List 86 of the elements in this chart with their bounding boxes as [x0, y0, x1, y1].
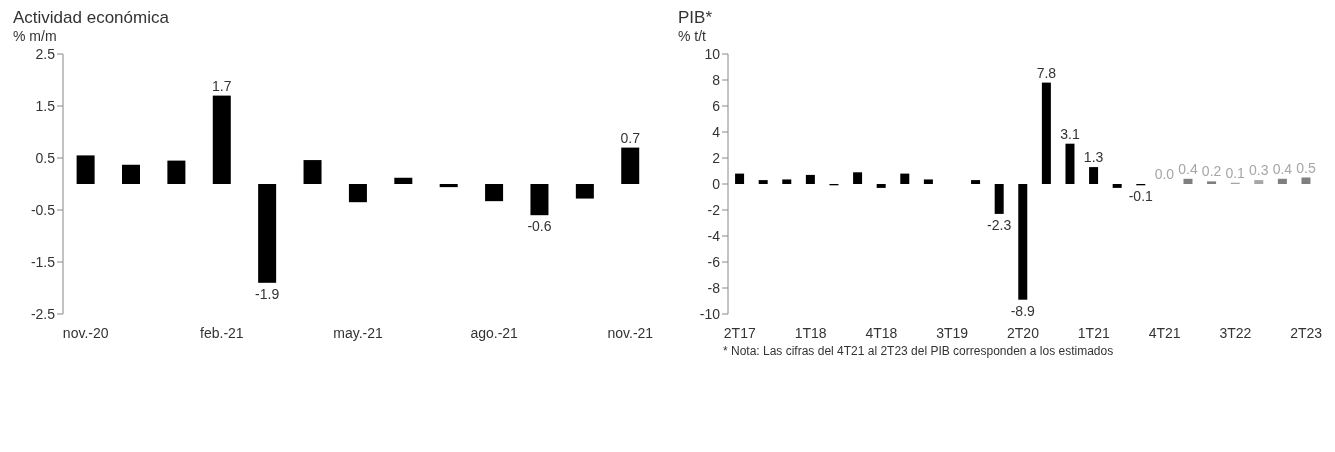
bar [805, 174, 815, 184]
bar [76, 155, 95, 184]
data-label: -0.1 [1128, 188, 1154, 205]
data-label: 0.4 [1272, 160, 1293, 177]
bar [439, 184, 458, 188]
x-tick-label: 4T21 [1148, 324, 1181, 341]
y-tick-label: 4 [712, 123, 721, 140]
bar [575, 184, 594, 199]
bar [853, 172, 863, 184]
text: * Nota: Las cifras del 4T21 al 2T23 del PIB corresponden a los estimados [723, 344, 1115, 358]
bar [530, 184, 549, 216]
data-label: -0.6 [527, 218, 552, 235]
bar [303, 160, 322, 184]
bar [167, 160, 186, 184]
data-label: -8.9 [1010, 302, 1036, 319]
y-tick-label: 6 [712, 97, 721, 114]
bar [258, 184, 277, 283]
bar [348, 184, 367, 203]
data-label: 1.7 [212, 77, 232, 94]
y-tick-label: 10 [704, 45, 721, 62]
y-tick-label: 8 [712, 71, 721, 88]
bar [122, 164, 140, 184]
x-tick-label: nov.-21 [607, 324, 654, 341]
bar [1277, 178, 1287, 184]
y-axis-title: % t/t [678, 28, 707, 44]
bar [876, 184, 886, 188]
data-label: 1.3 [1083, 149, 1104, 166]
bar [1018, 184, 1028, 300]
x-tick-label: 1T18 [794, 324, 827, 341]
x-tick-label: may.-21 [333, 324, 383, 341]
y-tick-label: 0.5 [35, 149, 56, 166]
data-label: 0.2 [1201, 163, 1222, 180]
y-tick-label: -2.5 [30, 305, 56, 322]
bar [1183, 178, 1193, 184]
y-tick-label: -8 [707, 279, 721, 296]
data-label: 3.1 [1060, 125, 1080, 142]
chart-title: Actividad económica [13, 8, 170, 28]
y-axis-title: % m/m [13, 28, 58, 44]
y-tick-label: 1.5 [35, 97, 56, 114]
data-label: 0.4 [1178, 160, 1198, 177]
bar [971, 180, 981, 184]
bar [1041, 82, 1051, 184]
data-label: 0.5 [1296, 159, 1316, 176]
bar [485, 184, 504, 202]
x-tick-label: 1T21 [1077, 324, 1110, 341]
data-label: -1.9 [255, 285, 280, 302]
x-tick-label: 4T18 [865, 324, 898, 341]
bar [1207, 181, 1217, 184]
y-tick-label: -1.5 [30, 253, 56, 270]
x-tick-label: 3T19 [936, 324, 969, 341]
chart-title: PIB* [678, 8, 714, 28]
bar [994, 184, 1004, 214]
bar [900, 173, 910, 184]
bar [782, 179, 792, 184]
x-tick-label: 3T22 [1219, 324, 1252, 341]
bar [1112, 184, 1122, 188]
y-tick-label: -2 [707, 201, 721, 218]
y-tick-label: -0.5 [30, 201, 56, 218]
y-tick-label: -6 [707, 253, 721, 270]
bar [758, 180, 768, 184]
y-tick-label: 2.5 [35, 45, 56, 62]
bar [1089, 167, 1099, 184]
y-tick-label: 2 [712, 149, 721, 166]
y-tick-label: 0 [712, 175, 721, 192]
bar [1301, 177, 1311, 184]
x-tick-label: 2T20 [1007, 324, 1040, 341]
x-tick-label: 2T17 [723, 324, 756, 341]
x-tick-label: ago.-21 [470, 324, 519, 341]
data-label: 0.1 [1225, 164, 1246, 181]
bar [1065, 143, 1075, 184]
x-tick-label: feb.-21 [200, 324, 244, 341]
y-tick-label: -10 [699, 305, 721, 322]
bar [923, 179, 933, 184]
data-label: 7.8 [1036, 64, 1057, 81]
bar [394, 177, 413, 184]
data-label: 0.0 [1154, 166, 1175, 182]
bar [1254, 180, 1264, 184]
bar [621, 147, 640, 184]
x-tick-label: nov.-20 [62, 324, 109, 341]
x-tick-label: 2T23 [1290, 324, 1323, 341]
data-label: -2.3 [987, 216, 1012, 233]
bar [212, 95, 231, 184]
data-label: 0.7 [620, 129, 641, 146]
data-label: 0.3 [1249, 162, 1269, 179]
y-tick-label: -4 [707, 227, 721, 244]
bar [735, 173, 745, 184]
